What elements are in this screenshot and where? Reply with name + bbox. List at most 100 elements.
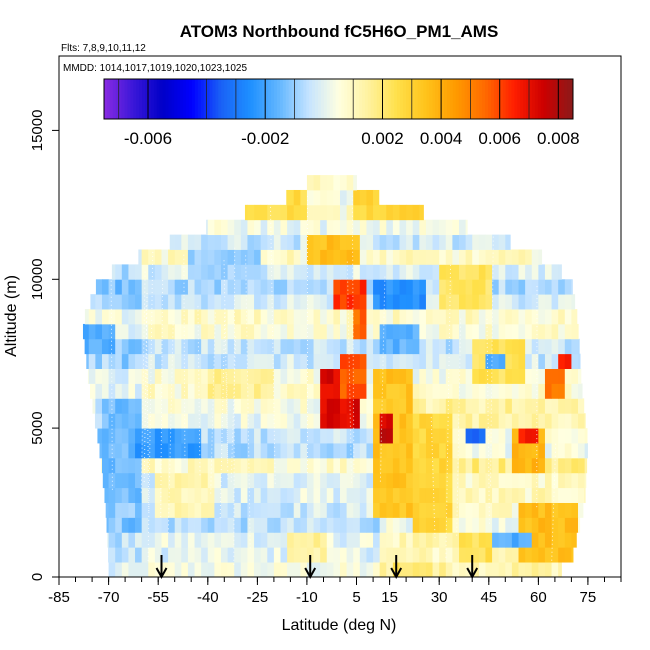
heatmap-cell <box>154 398 162 414</box>
heatmap-cell <box>478 309 486 325</box>
heatmap-cell <box>459 398 467 414</box>
heatmap-cell <box>194 264 202 280</box>
heatmap-cell <box>181 264 189 280</box>
heatmap-cell <box>353 204 361 221</box>
heatmap-cell <box>518 368 526 384</box>
heatmap-cell <box>174 517 182 533</box>
heatmap-cell <box>379 517 387 533</box>
heatmap-cell <box>419 353 427 369</box>
heatmap-cell <box>240 338 248 355</box>
heatmap-cell <box>187 547 195 563</box>
heatmap-cell <box>392 204 400 221</box>
heatmap-cell <box>154 309 162 325</box>
heatmap-cell <box>280 472 288 489</box>
heatmap-cell <box>320 204 328 221</box>
heatmap-cell <box>406 368 414 384</box>
heatmap-cell <box>465 457 473 474</box>
heatmap-cell <box>141 383 149 399</box>
heatmap-cell <box>584 487 586 503</box>
heatmap-cell <box>333 368 341 384</box>
heatmap-cell <box>492 338 500 355</box>
heatmap-cell <box>161 309 169 325</box>
heatmap-cell <box>227 294 235 310</box>
heatmap-cell <box>247 204 255 221</box>
heatmap-cell <box>135 517 143 533</box>
heatmap-cell <box>505 562 513 578</box>
heatmap-cell <box>128 383 136 399</box>
heatmap-cell <box>439 264 447 280</box>
heatmap-cell <box>326 204 334 221</box>
heatmap-cell <box>386 264 394 280</box>
heatmap-cell <box>234 517 242 533</box>
heatmap-cell <box>320 547 328 563</box>
heatmap-cell <box>194 234 202 250</box>
heatmap-cell <box>121 472 129 489</box>
heatmap-cell <box>214 219 222 236</box>
heatmap-cell <box>465 547 473 563</box>
heatmap-cell <box>392 502 400 518</box>
heatmap-cell <box>386 204 394 221</box>
heatmap-cell <box>492 532 500 548</box>
heatmap-cell <box>181 517 189 533</box>
heatmap-cell <box>531 413 539 429</box>
heatmap-cell <box>135 383 143 399</box>
heatmap-cell <box>379 219 387 236</box>
heatmap-cell <box>551 547 559 563</box>
heatmap-cell <box>518 502 526 518</box>
heatmap-cell <box>227 353 235 369</box>
x-tick-label: -55 <box>147 589 169 606</box>
heatmap-cell <box>267 338 275 355</box>
heatmap-cell <box>207 279 215 295</box>
heatmap-cell <box>373 562 381 578</box>
heatmap-cell <box>313 338 321 355</box>
heatmap-cell <box>174 353 182 369</box>
heatmap-cell <box>201 294 209 310</box>
flight-tracks <box>110 195 557 565</box>
colorbar-segment <box>517 79 521 119</box>
heatmap-cell <box>558 547 566 563</box>
heatmap-cell <box>247 413 255 429</box>
heatmap-cell <box>168 353 176 369</box>
colorbar-segment <box>540 79 545 119</box>
heatmap-cell <box>346 487 354 503</box>
heatmap-cell <box>267 472 275 489</box>
heatmap-cell <box>201 532 209 548</box>
flight-track <box>351 195 355 477</box>
heatmap-cell <box>412 472 420 489</box>
heatmap-cell <box>353 443 361 459</box>
heatmap-cell <box>478 547 486 563</box>
heatmap-cell <box>425 309 433 325</box>
heatmap-cell <box>485 323 493 340</box>
heatmap-cell <box>346 234 354 250</box>
heatmap-cell <box>505 443 513 459</box>
heatmap-cell <box>525 472 533 489</box>
heatmap-cell <box>485 457 493 474</box>
heatmap-cell <box>121 264 129 280</box>
heatmap-cell <box>135 413 143 429</box>
heatmap-cell <box>141 368 149 384</box>
colorbar-segment <box>549 79 553 119</box>
heatmap-cell <box>306 234 314 250</box>
heatmap-cell <box>425 398 433 414</box>
colorbar-segment <box>552 79 556 119</box>
heatmap-cell <box>240 428 248 444</box>
heatmap-cell <box>386 472 394 489</box>
heatmap-cell <box>551 413 559 429</box>
heatmap-cell <box>148 562 156 578</box>
colorbar-segment <box>218 79 222 119</box>
heatmap-cell <box>168 517 176 533</box>
heatmap-cell <box>386 398 394 414</box>
heatmap-cell <box>287 413 295 429</box>
heatmap-cell <box>584 457 588 474</box>
heatmap-cell <box>340 562 348 578</box>
heatmap-cell <box>492 294 500 310</box>
heatmap-cell <box>452 264 460 280</box>
heatmap-cell <box>505 472 513 489</box>
colorbar-segment <box>402 79 407 119</box>
colorbar-segment <box>197 79 202 119</box>
heatmap-cell <box>333 502 341 518</box>
heatmap-cell <box>412 383 420 399</box>
heatmap-cell <box>247 234 255 250</box>
heatmap-cell <box>472 249 480 265</box>
heatmap-cell <box>168 532 176 548</box>
